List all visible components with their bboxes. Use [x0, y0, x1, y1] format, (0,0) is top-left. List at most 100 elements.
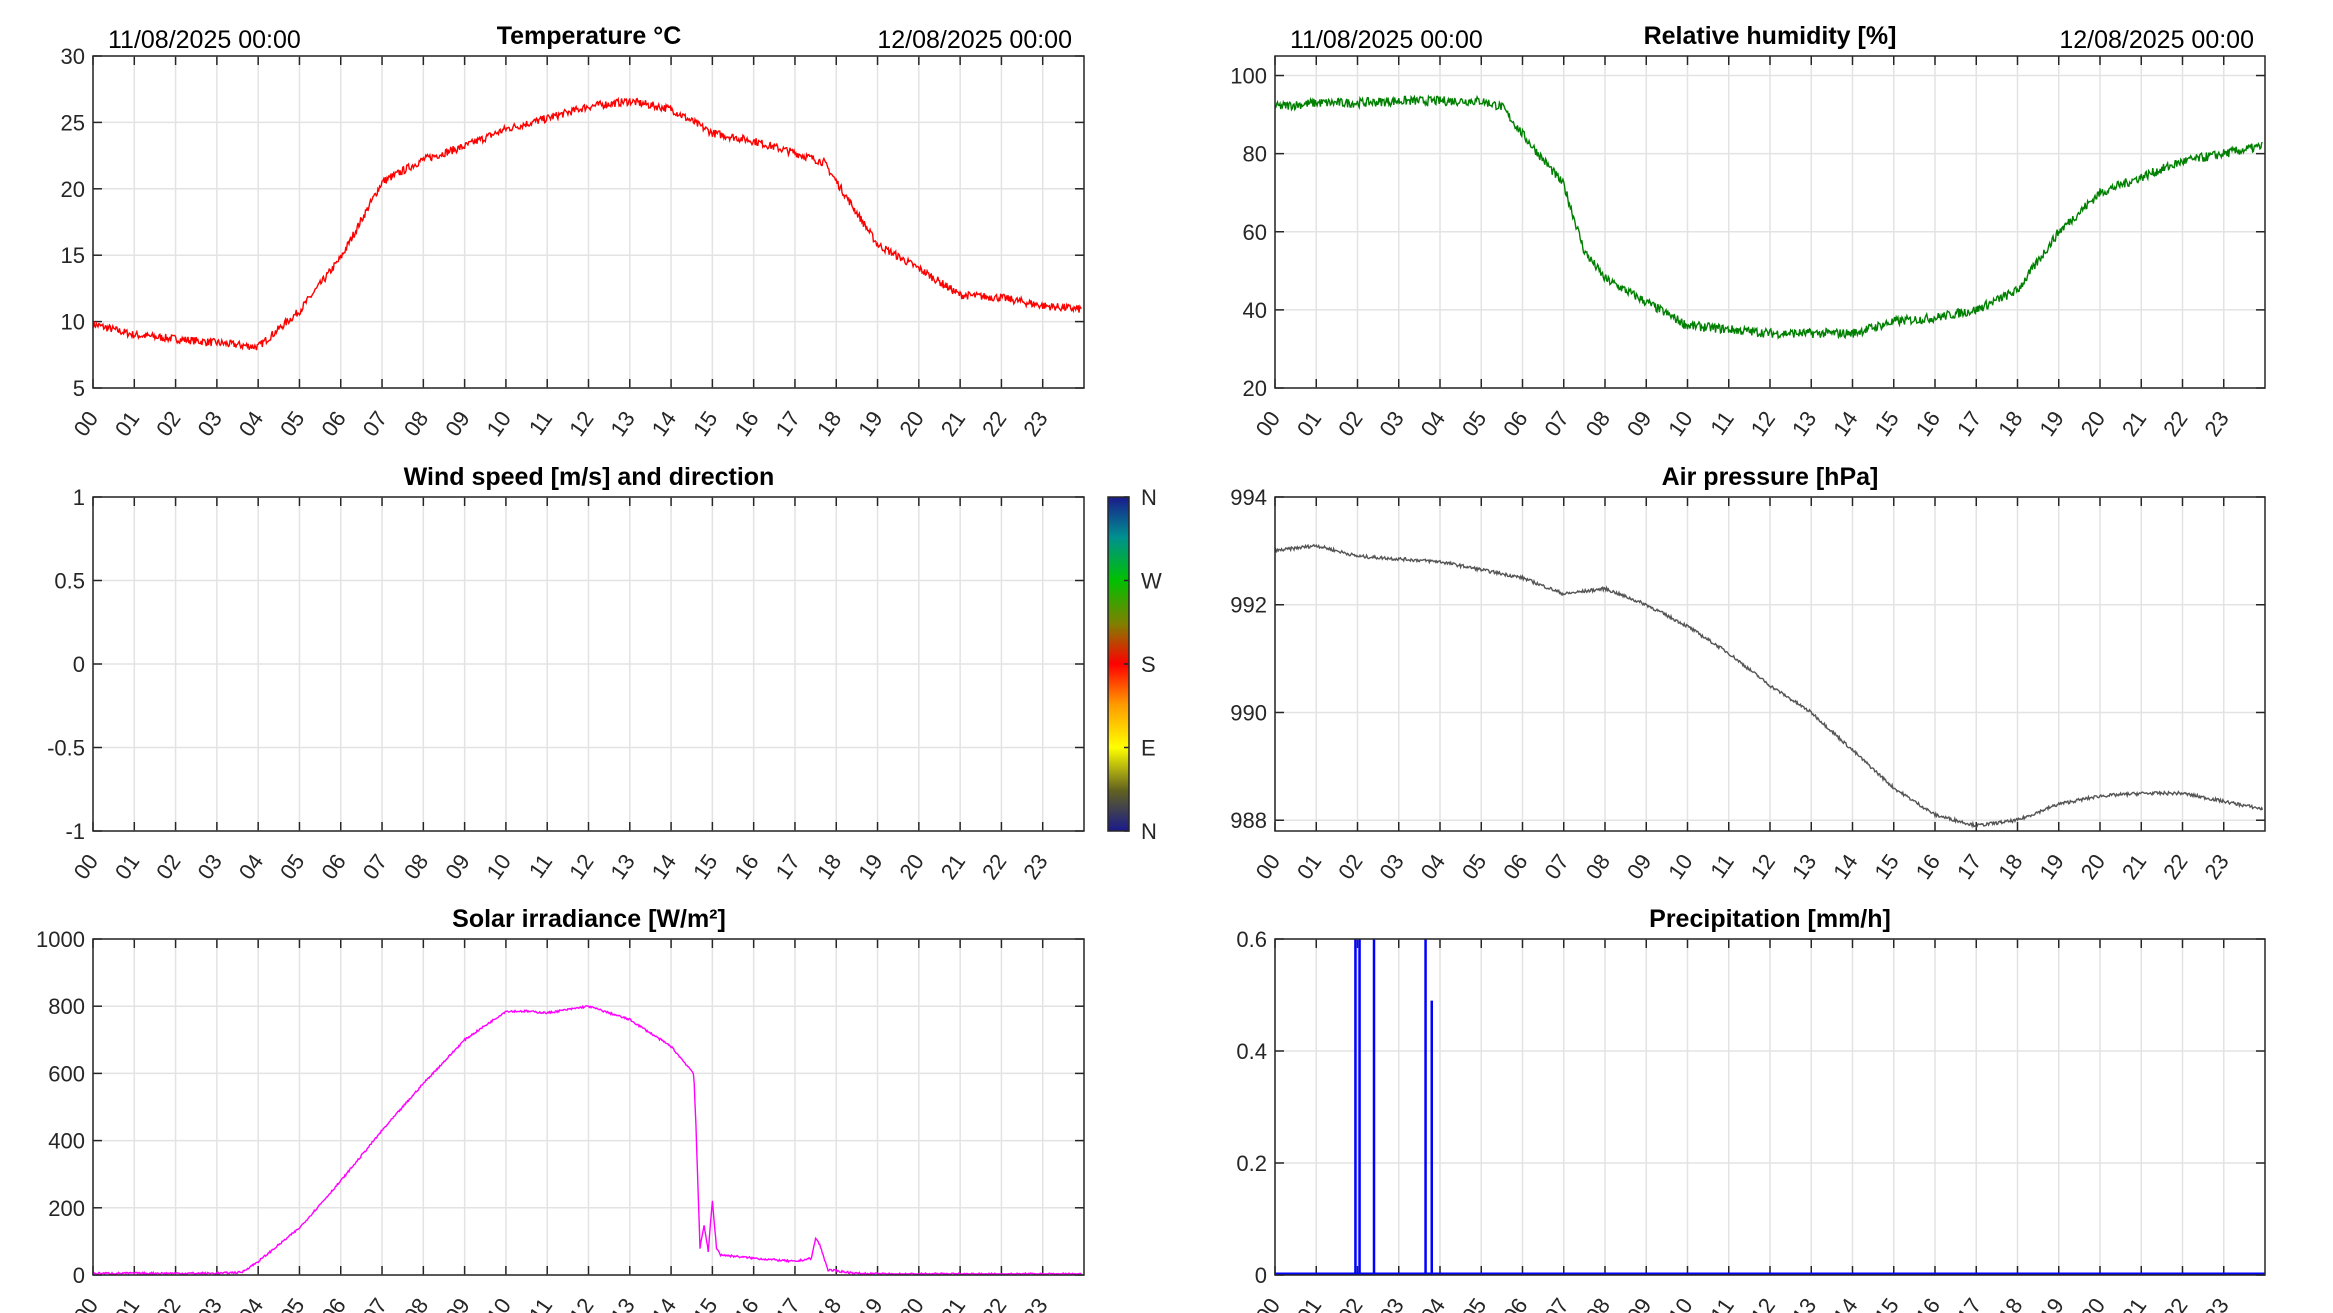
temperature-axes-frame — [92, 55, 1085, 389]
pressure-axes-frame — [1274, 496, 2266, 832]
y-tick-label: 200 — [48, 1196, 85, 1221]
x-tick-label: 18 — [812, 1294, 847, 1313]
precip-axes-frame — [1274, 938, 2266, 1276]
colorbar-label-s: S — [1141, 652, 1156, 677]
wind-title: Wind speed [m/s] and direction — [404, 463, 775, 491]
x-tick-label: 05 — [275, 407, 310, 441]
temperature-axes: 00 01 02 03 04 05 06 07 08 09 10 11 12 13 14 15 16 17 18 19… — [61, 44, 1085, 441]
x-tick-label: 02 — [151, 407, 186, 441]
x-tick-label: 19 — [853, 407, 888, 441]
y-tick-label: 0.6 — [1236, 927, 1267, 952]
x-tick-label: 07 — [1539, 850, 1574, 884]
x-tick-label: 22 — [977, 850, 1012, 884]
pressure-series-line — [1274, 543, 2264, 829]
x-tick-label: 00 — [1251, 407, 1286, 441]
solar-axes-frame — [92, 938, 1085, 1276]
x-tick-label: 17 — [1952, 1294, 1987, 1313]
x-tick-label: 15 — [1869, 1294, 1904, 1313]
y-tick-label: 30 — [61, 44, 85, 69]
x-tick-label: 12 — [564, 1294, 599, 1313]
x-tick-label: 21 — [2117, 850, 2152, 884]
x-tick-label: 16 — [1911, 850, 1946, 884]
x-tick-label: 16 — [729, 1294, 764, 1313]
x-tick-label: 06 — [1498, 1294, 1533, 1313]
wind-axes-frame — [92, 496, 1085, 832]
x-tick-label: 20 — [894, 407, 929, 441]
x-tick-label: 02 — [1333, 407, 1368, 441]
x-tick-label: 04 — [1416, 1294, 1451, 1313]
x-tick-label: 04 — [1416, 850, 1451, 884]
x-tick-label: 18 — [1993, 850, 2028, 884]
solar-title: Solar irradiance [W/m²] — [452, 905, 726, 933]
end-date-left: 12/08/2025 00:00 — [877, 26, 1072, 54]
x-tick-label: 23 — [2199, 407, 2234, 441]
x-tick-label: 08 — [399, 1294, 434, 1313]
y-tick-label: 0.2 — [1236, 1151, 1267, 1176]
x-tick-label: 10 — [1663, 1294, 1698, 1313]
x-tick-label: 21 — [2117, 407, 2152, 441]
x-tick-label: 22 — [977, 1294, 1012, 1313]
x-tick-label: 12 — [564, 850, 599, 884]
x-tick-label: 09 — [440, 1294, 475, 1313]
x-tick-label: 08 — [1581, 850, 1616, 884]
x-tick-label: 23 — [2199, 1294, 2234, 1313]
colorbar-label-e: E — [1141, 736, 1156, 761]
x-tick-label: 03 — [192, 850, 227, 884]
x-tick-label: 19 — [853, 850, 888, 884]
x-tick-label: 12 — [564, 407, 599, 441]
y-tick-label: 40 — [1243, 298, 1267, 323]
y-tick-label: 15 — [61, 243, 85, 268]
y-tick-label: 400 — [48, 1129, 85, 1154]
x-tick-label: 22 — [2158, 850, 2193, 884]
x-tick-label: 11 — [1705, 407, 1739, 440]
solar-series-line — [92, 1004, 1082, 1276]
x-tick-label: 21 — [936, 850, 971, 884]
x-tick-label: 01 — [1292, 850, 1327, 884]
x-tick-label: 22 — [2158, 407, 2193, 441]
x-tick-label: 17 — [771, 850, 806, 884]
x-tick-label: 00 — [1251, 1294, 1286, 1313]
x-tick-label: 09 — [1622, 407, 1657, 441]
x-tick-label: 21 — [936, 407, 971, 441]
y-tick-label: -1 — [65, 819, 85, 844]
precip-axes: 00 01 02 03 04 05 06 07 08 09 10 11 12 13 14 15 16 17 18 19… — [1236, 927, 2266, 1313]
x-tick-label: 17 — [1952, 850, 1987, 884]
x-tick-label: 15 — [1869, 407, 1904, 441]
x-tick-label: 14 — [1828, 1294, 1863, 1313]
temperature-title: Temperature °C — [497, 22, 682, 50]
x-tick-label: 02 — [1333, 850, 1368, 884]
humidity-series-line — [1274, 94, 2263, 341]
x-tick-label: 15 — [688, 850, 723, 884]
start-date-left: 11/08/2025 00:00 — [108, 26, 301, 54]
x-tick-label: 20 — [894, 1294, 929, 1313]
y-tick-label: 1 — [73, 485, 85, 510]
x-tick-label: 17 — [1952, 407, 1987, 441]
x-tick-label: 16 — [1911, 1294, 1946, 1313]
x-tick-label: 18 — [812, 850, 847, 884]
x-tick-label: 15 — [688, 407, 723, 441]
x-tick-label: 01 — [110, 850, 145, 884]
precip-title: Precipitation [mm/h] — [1649, 905, 1891, 933]
x-tick-label: 16 — [1911, 407, 1946, 441]
x-tick-label: 20 — [894, 850, 929, 884]
x-tick-label: 09 — [440, 850, 475, 884]
x-tick-label: 18 — [812, 407, 847, 441]
x-tick-label: 20 — [2076, 407, 2111, 441]
x-tick-label: 10 — [1663, 850, 1698, 884]
end-date-right: 12/08/2025 00:00 — [2059, 26, 2254, 54]
x-tick-label: 00 — [69, 407, 104, 441]
start-date-right: 11/08/2025 00:00 — [1290, 26, 1483, 54]
x-tick-label: 21 — [2117, 1294, 2152, 1313]
x-tick-label: 10 — [1663, 407, 1698, 441]
x-tick-label: 18 — [1993, 407, 2028, 441]
x-tick-label: 08 — [399, 407, 434, 441]
y-tick-label: 10 — [61, 310, 85, 335]
x-tick-label: 02 — [1333, 1294, 1368, 1313]
x-tick-label: 02 — [151, 1294, 186, 1313]
wind-direction-colorbar: N W S E N — [1107, 485, 1162, 844]
x-tick-label: 05 — [1457, 407, 1492, 441]
x-tick-label: 11 — [524, 1294, 558, 1313]
x-tick-label: 22 — [977, 407, 1012, 441]
x-tick-label: 22 — [2158, 1294, 2193, 1313]
